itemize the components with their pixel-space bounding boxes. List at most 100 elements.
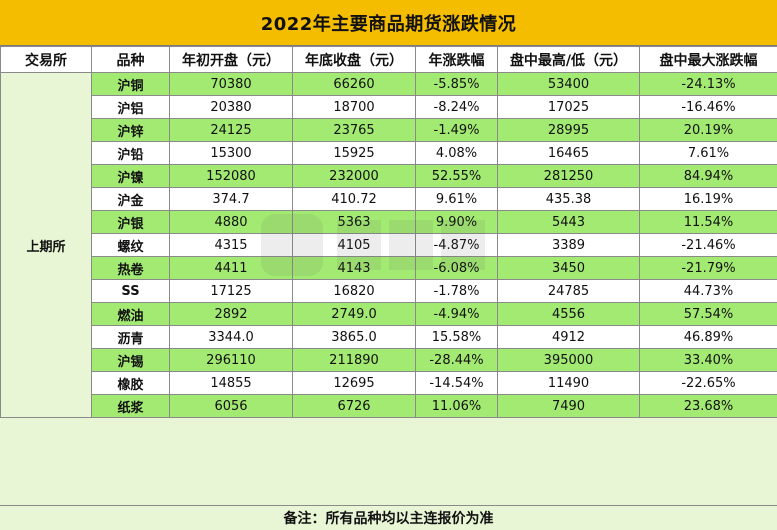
max-change-cell: 23.68% xyxy=(640,395,777,418)
open-price-cell: 4411 xyxy=(170,257,293,280)
intraday-extreme-cell: 435.38 xyxy=(498,188,640,211)
max-change-cell: 44.73% xyxy=(640,280,777,303)
product-cell: 螺纹 xyxy=(92,234,170,257)
annual-change-cell: -5.85% xyxy=(416,73,498,96)
annual-change-cell: -28.44% xyxy=(416,349,498,372)
open-price-cell: 70380 xyxy=(170,73,293,96)
annual-change-cell: 4.08% xyxy=(416,142,498,165)
open-price-cell: 15300 xyxy=(170,142,293,165)
product-cell: 沪锡 xyxy=(92,349,170,372)
product-cell: 燃油 xyxy=(92,303,170,326)
header-extreme: 盘中最高/低（元） xyxy=(498,47,640,73)
annual-change-cell: -8.24% xyxy=(416,96,498,119)
annual-change-cell: 52.55% xyxy=(416,165,498,188)
product-cell: 沪铜 xyxy=(92,73,170,96)
max-change-cell: 16.19% xyxy=(640,188,777,211)
product-cell: 纸浆 xyxy=(92,395,170,418)
max-change-cell: 7.61% xyxy=(640,142,777,165)
header-close: 年底收盘（元） xyxy=(293,47,416,73)
max-change-cell: 84.94% xyxy=(640,165,777,188)
intraday-extreme-cell: 53400 xyxy=(498,73,640,96)
open-price-cell: 3344.0 xyxy=(170,326,293,349)
intraday-extreme-cell: 4912 xyxy=(498,326,640,349)
close-price-cell: 66260 xyxy=(293,73,416,96)
product-cell: 热卷 xyxy=(92,257,170,280)
intraday-extreme-cell: 17025 xyxy=(498,96,640,119)
open-price-cell: 24125 xyxy=(170,119,293,142)
header-exchange: 交易所 xyxy=(1,47,92,73)
futures-table: 交易所 品种 年初开盘（元） 年底收盘（元） 年涨跌幅 盘中最高/低（元） 盘中… xyxy=(0,46,777,418)
close-price-cell: 12695 xyxy=(293,372,416,395)
close-price-cell: 23765 xyxy=(293,119,416,142)
intraday-extreme-cell: 11490 xyxy=(498,372,640,395)
annual-change-cell: 11.06% xyxy=(416,395,498,418)
product-cell: 沪金 xyxy=(92,188,170,211)
header-product: 品种 xyxy=(92,47,170,73)
max-change-cell: -21.79% xyxy=(640,257,777,280)
annual-change-cell: -1.49% xyxy=(416,119,498,142)
close-price-cell: 4143 xyxy=(293,257,416,280)
open-price-cell: 6056 xyxy=(170,395,293,418)
open-price-cell: 152080 xyxy=(170,165,293,188)
product-cell: 橡胶 xyxy=(92,372,170,395)
open-price-cell: 296110 xyxy=(170,349,293,372)
product-cell: 沪铅 xyxy=(92,142,170,165)
close-price-cell: 5363 xyxy=(293,211,416,234)
annual-change-cell: -1.78% xyxy=(416,280,498,303)
annual-change-cell: 9.90% xyxy=(416,211,498,234)
intraday-extreme-cell: 4556 xyxy=(498,303,640,326)
intraday-extreme-cell: 16465 xyxy=(498,142,640,165)
annual-change-cell: -14.54% xyxy=(416,372,498,395)
max-change-cell: 46.89% xyxy=(640,326,777,349)
footer-note: 备注：所有品种均以主连报价为准 xyxy=(0,505,777,530)
max-change-cell: -24.13% xyxy=(640,73,777,96)
open-price-cell: 14855 xyxy=(170,372,293,395)
close-price-cell: 6726 xyxy=(293,395,416,418)
annual-change-cell: 9.61% xyxy=(416,188,498,211)
max-change-cell: 57.54% xyxy=(640,303,777,326)
close-price-cell: 15925 xyxy=(293,142,416,165)
close-price-cell: 18700 xyxy=(293,96,416,119)
open-price-cell: 4315 xyxy=(170,234,293,257)
product-cell: 沪铝 xyxy=(92,96,170,119)
product-cell: 沪锌 xyxy=(92,119,170,142)
max-change-cell: -21.46% xyxy=(640,234,777,257)
product-cell: SS xyxy=(92,280,170,303)
intraday-extreme-cell: 28995 xyxy=(498,119,640,142)
blank-area xyxy=(0,474,777,505)
header-max-change: 盘中最大涨跌幅 xyxy=(640,47,777,73)
close-price-cell: 410.72 xyxy=(293,188,416,211)
intraday-extreme-cell: 281250 xyxy=(498,165,640,188)
close-price-cell: 211890 xyxy=(293,349,416,372)
open-price-cell: 20380 xyxy=(170,96,293,119)
close-price-cell: 2749.0 xyxy=(293,303,416,326)
header-open: 年初开盘（元） xyxy=(170,47,293,73)
close-price-cell: 16820 xyxy=(293,280,416,303)
annual-change-cell: -4.94% xyxy=(416,303,498,326)
max-change-cell: 11.54% xyxy=(640,211,777,234)
table-title: 2022年主要商品期货涨跌情况 xyxy=(0,0,777,46)
close-price-cell: 3865.0 xyxy=(293,326,416,349)
intraday-extreme-cell: 24785 xyxy=(498,280,640,303)
product-cell: 沪镍 xyxy=(92,165,170,188)
intraday-extreme-cell: 395000 xyxy=(498,349,640,372)
exchange-cell: 上期所 xyxy=(1,73,92,418)
annual-change-cell: -6.08% xyxy=(416,257,498,280)
close-price-cell: 4105 xyxy=(293,234,416,257)
intraday-extreme-cell: 3389 xyxy=(498,234,640,257)
product-cell: 沥青 xyxy=(92,326,170,349)
